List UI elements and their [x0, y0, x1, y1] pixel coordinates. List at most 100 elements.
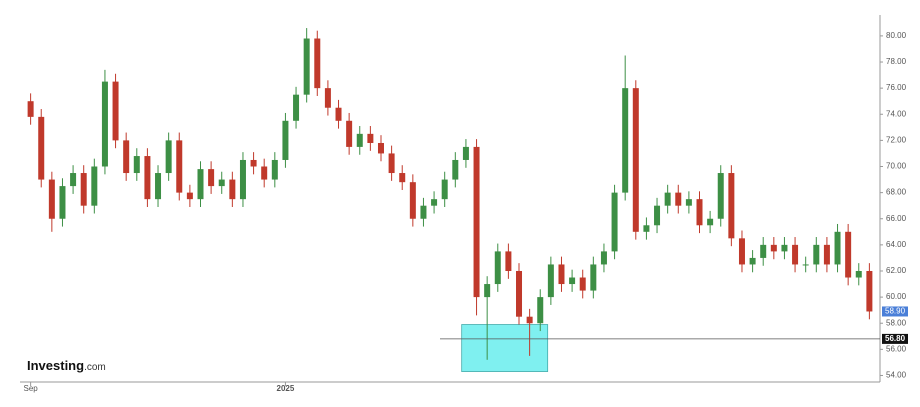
last-price-tag [882, 306, 908, 317]
y-tick-label: 54.00 [886, 371, 907, 380]
y-tick-label: 60.00 [886, 292, 907, 301]
candle-body [27, 101, 34, 117]
x-tick-label: Sep [24, 384, 39, 393]
brand-suffix: .com [84, 362, 106, 373]
y-tick-label: 76.00 [886, 83, 907, 92]
candle-body [516, 270, 523, 317]
y-tick-label: 74.00 [886, 109, 907, 118]
candle-body [558, 264, 565, 285]
candle-body [314, 38, 321, 89]
candle-body [208, 169, 215, 187]
candle-body [611, 192, 618, 252]
y-tick-label: 78.00 [886, 57, 907, 66]
y-tick-label: 66.00 [886, 214, 907, 223]
candle-body [643, 225, 650, 232]
candle-body [845, 231, 852, 278]
candle-body [728, 173, 735, 239]
candle-body [441, 179, 448, 200]
candle-body [654, 205, 661, 226]
candle-body [738, 238, 745, 265]
candle-body [781, 244, 788, 252]
candle-body [123, 140, 130, 174]
candle-body [399, 173, 406, 183]
candle-body [197, 169, 204, 200]
candle-body [685, 199, 692, 206]
y-tick-label: 64.00 [886, 240, 907, 249]
y-tick-label: 58.00 [886, 318, 907, 327]
candle-body [834, 231, 841, 265]
candle-body [813, 244, 820, 265]
price-line-tag [882, 333, 908, 344]
y-tick-label: 62.00 [886, 266, 907, 275]
candle-body [420, 205, 427, 219]
candle-body [59, 186, 66, 219]
candle-body [377, 142, 384, 154]
candle-body [282, 120, 289, 160]
candle-body [749, 257, 756, 265]
candle-body [707, 218, 714, 226]
candle-body [409, 182, 416, 219]
candle-body [144, 156, 151, 200]
candle-body [855, 270, 862, 278]
candle-body [367, 133, 374, 143]
candle-body [101, 81, 108, 167]
candle-body [590, 264, 597, 291]
y-tick-label: 80.00 [886, 31, 907, 40]
candle-body [802, 264, 809, 266]
x-tick-label: 2025 [277, 384, 295, 393]
candle-body [823, 244, 830, 265]
candle-body [484, 284, 491, 298]
candle-body [866, 270, 873, 312]
candle-body [622, 88, 629, 193]
candle-body [760, 244, 767, 258]
candle-body [335, 107, 342, 121]
candle-body [600, 251, 607, 265]
candle-body [38, 116, 45, 180]
candle-body [261, 166, 268, 180]
brand-name: Investing [27, 358, 84, 373]
candle-body [324, 88, 331, 108]
candle-body [452, 159, 459, 180]
candle-body [792, 244, 799, 265]
candle-body [664, 192, 671, 206]
candle-body [239, 159, 246, 200]
candle-body [462, 146, 469, 160]
candle-body [303, 38, 310, 95]
candle-body [675, 192, 682, 206]
candle-body [186, 192, 193, 200]
y-tick-label: 72.00 [886, 135, 907, 144]
candle-body [176, 140, 183, 193]
candle-body [526, 316, 533, 324]
y-tick-label: 56.00 [886, 344, 907, 353]
brand-logo: Investing.com [27, 358, 106, 373]
candle-body [48, 179, 55, 219]
candle-body [70, 173, 77, 187]
candle-body [717, 173, 724, 219]
highlight-box [461, 324, 549, 372]
y-tick-label: 70.00 [886, 162, 907, 171]
candle-body [250, 159, 257, 167]
candle-body [112, 81, 119, 141]
candle-body [537, 297, 544, 324]
candle-body [632, 88, 639, 232]
candle-body [547, 264, 554, 298]
y-tick-label: 68.00 [886, 188, 907, 197]
candle-body [569, 277, 576, 285]
candle-body [271, 159, 278, 180]
candle-body [91, 166, 98, 206]
candle-body [388, 153, 395, 174]
candle-body [155, 173, 162, 200]
candle-body [165, 140, 172, 174]
candle-body [346, 120, 353, 147]
candle-body [494, 251, 501, 285]
candle-body [696, 199, 703, 226]
candle-body [218, 179, 225, 187]
candle-body [229, 179, 236, 200]
candle-body [80, 173, 87, 206]
candle-body [770, 244, 777, 252]
last-price-label: 58.90 [885, 307, 906, 316]
candle-body [133, 156, 140, 174]
candle-body [293, 94, 300, 121]
